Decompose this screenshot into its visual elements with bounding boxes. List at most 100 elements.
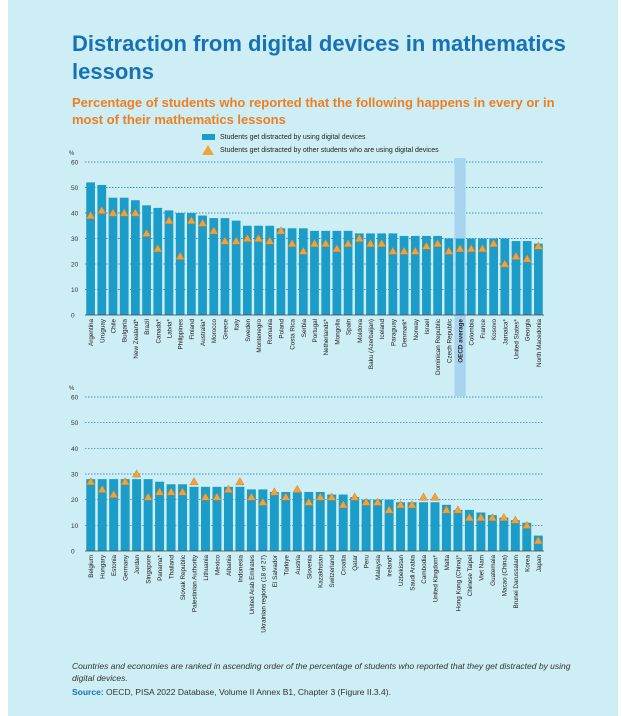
category-label: Costa Rica: [290, 319, 297, 350]
category-label: Korea: [524, 555, 531, 572]
category-label: Hong Kong (China)*: [455, 554, 462, 611]
category-label: Spain: [346, 319, 353, 336]
category-label: Albania: [226, 555, 233, 577]
category-label: United States*: [514, 318, 521, 359]
bar: [86, 479, 96, 551]
category-label: Canada*: [155, 318, 162, 343]
category-label: Norway: [413, 318, 420, 340]
category-label: Viet Nam: [478, 555, 485, 581]
bar: [522, 522, 532, 551]
bar: [201, 486, 210, 551]
bar: [433, 235, 443, 315]
triangle-marker: [223, 484, 233, 493]
triangle-marker: [466, 244, 476, 253]
bar: [466, 238, 476, 315]
bar: [499, 517, 509, 551]
triangle-marker: [421, 241, 431, 250]
category-label: Slovak Republic: [180, 555, 187, 600]
triangle-marker: [410, 246, 420, 255]
bar: [464, 509, 474, 551]
category-label: Slovenia: [306, 555, 313, 580]
category-label: Singapore: [146, 555, 153, 584]
triangle-marker: [407, 500, 417, 509]
bar: [500, 238, 510, 315]
bar: [366, 233, 375, 315]
category-label: Czech Republic: [446, 319, 453, 363]
bar: [522, 241, 532, 315]
category-label: Montenegro: [256, 319, 263, 353]
category-label: New Zealand*: [133, 318, 140, 358]
category-label: Serbia: [301, 319, 308, 338]
bar: [388, 233, 398, 315]
category-label: Chile: [110, 319, 117, 334]
category-label: Guatemala: [490, 555, 497, 586]
bar: [155, 481, 165, 551]
legend-triangle-icon: [202, 145, 214, 155]
triangle-marker: [292, 484, 302, 493]
category-label: France: [480, 319, 487, 339]
triangle-marker: [276, 226, 286, 235]
triangle-marker: [365, 238, 376, 247]
category-label: Thailand: [169, 555, 176, 580]
y-tick-label: 0: [71, 549, 75, 556]
category-label: Netherlands*: [323, 318, 330, 355]
bar: [246, 489, 256, 551]
category-label: Dominican Republic: [435, 319, 442, 375]
category-label: Jamaica*: [502, 318, 509, 344]
bar: [97, 184, 107, 315]
category-label: North Macedonia: [536, 319, 543, 367]
legend-bar-label: Students get distracted by using digital…: [220, 134, 366, 141]
bar: [132, 479, 142, 551]
triangle-marker: [164, 216, 174, 225]
category-label: Belgium: [88, 555, 95, 578]
bar: [153, 207, 163, 315]
bar: [338, 494, 348, 551]
triangle-marker: [120, 477, 130, 486]
bar: [350, 497, 360, 551]
triangle-marker: [533, 536, 543, 545]
triangle-marker: [327, 492, 337, 501]
category-label: Denmark*: [402, 318, 409, 347]
bar: [287, 228, 297, 315]
bar: [298, 228, 308, 315]
category-label: Panama*: [157, 554, 164, 580]
y-tick-label: 10: [71, 287, 79, 294]
triangle-marker: [281, 492, 291, 501]
triangle-marker: [332, 244, 342, 253]
category-label: Jordan: [134, 555, 141, 575]
bar: [265, 225, 275, 315]
triangle-marker: [242, 233, 252, 242]
bar: [175, 213, 185, 315]
triangle-marker: [155, 487, 165, 496]
legend-bar-swatch: [202, 134, 215, 140]
bar: [276, 228, 286, 315]
y-tick-label: 50: [71, 420, 79, 427]
category-label: Malta: [444, 555, 451, 571]
bar: [444, 238, 454, 315]
category-label: Macao (China): [501, 555, 508, 596]
triangle-marker: [246, 492, 256, 501]
category-label: Indonesia: [237, 555, 244, 583]
triangle-marker: [477, 244, 487, 253]
y-tick-label: 40: [71, 446, 79, 453]
y-tick-label: 0: [71, 313, 75, 320]
triangle-marker: [396, 500, 406, 509]
y-tick-label: 30: [71, 472, 79, 479]
y-tick-label: 20: [71, 497, 79, 504]
triangle-marker: [309, 238, 320, 247]
category-label: Qatar: [352, 555, 359, 571]
bar: [198, 215, 207, 315]
y-tick-label: 60: [71, 160, 79, 167]
category-label: Latvia*: [166, 318, 173, 338]
category-label: Lithuania: [203, 555, 210, 581]
y-axis-unit-label: %: [69, 151, 75, 157]
triangle-marker: [510, 515, 520, 524]
bar: [178, 484, 188, 551]
category-label: Cambodia: [421, 555, 428, 584]
bar: [164, 210, 174, 315]
bar: [361, 499, 371, 551]
bar: [430, 502, 440, 551]
chart-title: Distraction from digital devices in math…: [72, 31, 566, 84]
triangle-marker: [533, 241, 543, 250]
y-tick-label: 10: [71, 523, 79, 530]
